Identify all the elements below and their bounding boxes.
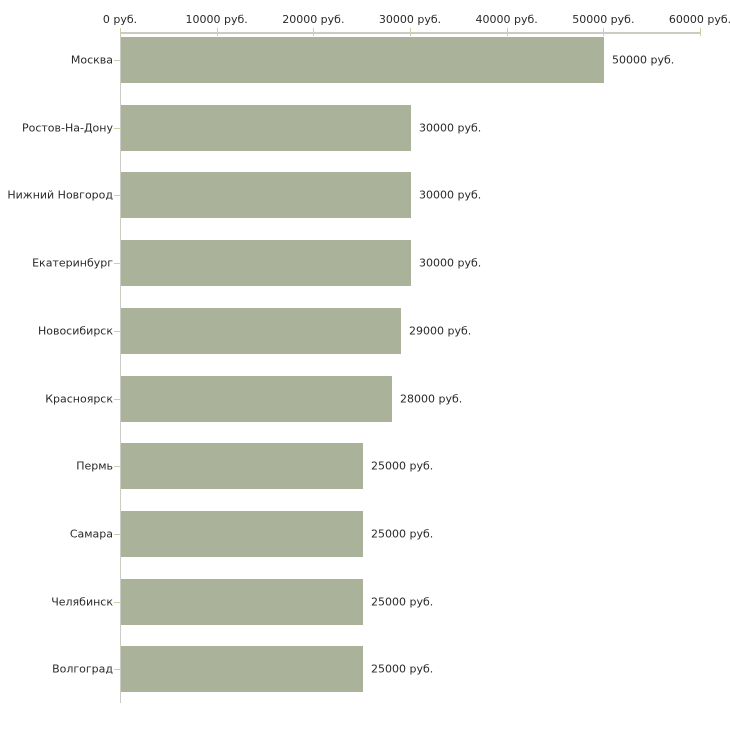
bar bbox=[121, 240, 411, 286]
y-axis-tick bbox=[114, 534, 120, 535]
value-label: 30000 руб. bbox=[419, 188, 482, 202]
bar bbox=[121, 443, 363, 489]
bar bbox=[121, 105, 411, 151]
bar bbox=[121, 511, 363, 557]
category-label: Нижний Новгород bbox=[7, 188, 113, 202]
value-label: 28000 руб. bbox=[400, 392, 463, 406]
value-label: 25000 руб. bbox=[371, 459, 434, 473]
category-label: Ростов-На-Дону bbox=[21, 121, 113, 135]
y-axis-tick bbox=[114, 263, 120, 264]
bar bbox=[121, 376, 392, 422]
x-axis-tick-label: 60000 руб. bbox=[668, 13, 730, 26]
bar-row: Екатеринбург 30000 руб. bbox=[0, 240, 730, 286]
value-label: 30000 руб. bbox=[419, 256, 482, 270]
y-axis-tick bbox=[114, 399, 120, 400]
x-axis-tick bbox=[506, 28, 508, 36]
bar-row: Ростов-На-Дону 30000 руб. bbox=[0, 105, 730, 151]
bar-row: Волгоград 25000 руб. bbox=[0, 646, 730, 692]
category-label: Волгоград bbox=[52, 662, 113, 676]
x-axis-tick bbox=[216, 28, 218, 36]
x-axis-tick-label: 10000 руб. bbox=[185, 13, 248, 26]
x-axis-tick bbox=[120, 28, 121, 36]
x-axis-tick bbox=[313, 28, 315, 36]
bar bbox=[121, 37, 604, 83]
bar-row: Пермь 25000 руб. bbox=[0, 443, 730, 489]
y-axis-tick bbox=[114, 331, 120, 332]
value-label: 25000 руб. bbox=[371, 662, 434, 676]
y-axis-tick bbox=[114, 466, 120, 467]
y-axis-line bbox=[120, 33, 121, 703]
category-label: Екатеринбург bbox=[32, 256, 113, 270]
x-axis-tick bbox=[410, 28, 411, 36]
x-axis-tick-label: 20000 руб. bbox=[282, 13, 345, 26]
category-label: Красноярск bbox=[45, 392, 113, 406]
x-axis-tick bbox=[700, 28, 701, 36]
bar-row: Новосибирск 29000 руб. bbox=[0, 308, 730, 354]
category-label: Самара bbox=[69, 527, 113, 541]
bar bbox=[121, 579, 363, 625]
x-axis-tick-label: 40000 руб. bbox=[475, 13, 538, 26]
bar-row: Самара 25000 руб. bbox=[0, 511, 730, 557]
x-axis-tick-label: 30000 руб. bbox=[378, 13, 442, 26]
bar bbox=[121, 646, 363, 692]
y-axis-tick bbox=[114, 128, 120, 129]
category-label: Москва bbox=[70, 53, 113, 67]
bar-row: Красноярск 28000 руб. bbox=[0, 376, 730, 422]
x-axis-tick bbox=[603, 28, 605, 36]
value-label: 50000 руб. bbox=[612, 53, 675, 67]
y-axis-tick bbox=[114, 195, 120, 196]
x-axis-tick-label: 0 руб. bbox=[102, 13, 138, 26]
value-label: 29000 руб. bbox=[409, 324, 472, 338]
bar-row: Челябинск 25000 руб. bbox=[0, 579, 730, 625]
y-axis-tick bbox=[114, 60, 120, 61]
x-axis-tick-label: 50000 руб. bbox=[572, 13, 635, 26]
value-label: 25000 руб. bbox=[371, 595, 434, 609]
category-label: Челябинск bbox=[51, 595, 113, 609]
value-label: 30000 руб. bbox=[419, 121, 482, 135]
bar bbox=[121, 172, 411, 218]
bar-row: Москва 50000 руб. bbox=[0, 37, 730, 83]
bar-row: Нижний Новгород 30000 руб. bbox=[0, 172, 730, 218]
category-label: Пермь bbox=[76, 459, 113, 473]
bar bbox=[121, 308, 401, 354]
value-label: 25000 руб. bbox=[371, 527, 434, 541]
y-axis-tick bbox=[114, 602, 120, 603]
category-label: Новосибирск bbox=[37, 324, 113, 338]
y-axis-tick bbox=[114, 669, 120, 670]
